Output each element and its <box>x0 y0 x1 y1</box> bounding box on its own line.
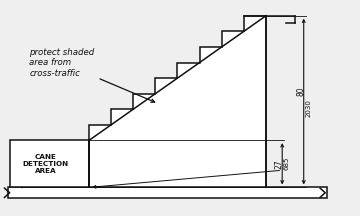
Polygon shape <box>89 16 266 187</box>
FancyBboxPatch shape <box>8 187 327 198</box>
Text: CANE
DETECTION
AREA: CANE DETECTION AREA <box>23 154 69 174</box>
Text: 2030: 2030 <box>305 99 311 117</box>
Text: 27: 27 <box>275 159 284 169</box>
Text: 685: 685 <box>284 157 289 170</box>
Polygon shape <box>22 16 266 187</box>
Bar <box>10 140 89 187</box>
Text: 80: 80 <box>296 86 305 96</box>
Text: protect shaded
area from
cross-traffic: protect shaded area from cross-traffic <box>30 48 155 102</box>
